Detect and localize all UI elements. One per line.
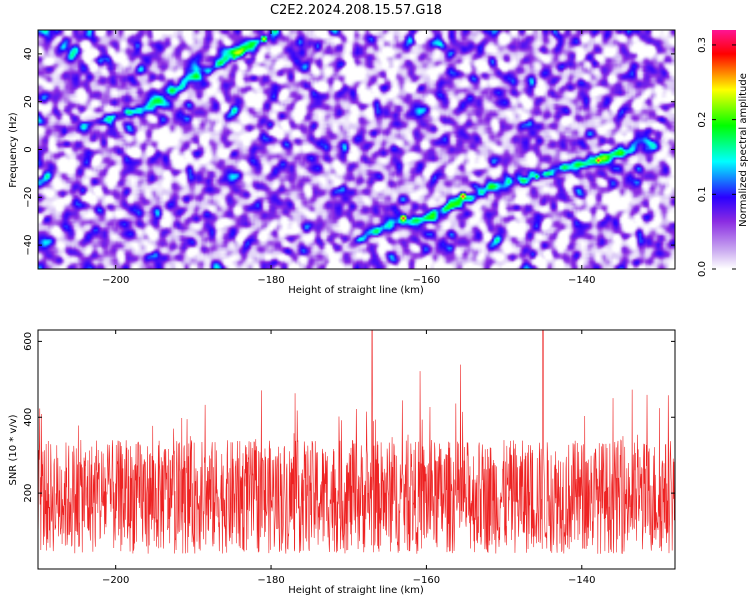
spectrogram-x-tick-label: −180 bbox=[257, 275, 284, 286]
snr-y-label: SNR (10 * v/v) bbox=[8, 414, 19, 485]
spectrogram-y-label: Frequency (Hz) bbox=[8, 112, 19, 188]
colorbar-label: Normalized spectral amplitude bbox=[738, 73, 749, 227]
snr-x-tick-label: −140 bbox=[568, 575, 595, 586]
colorbar-tick-label: 0.2 bbox=[697, 112, 708, 128]
spectrogram-y-tick-label: 20 bbox=[23, 95, 34, 108]
colorbar-tick-label: 0.0 bbox=[697, 261, 708, 277]
colorbar-gradient bbox=[712, 30, 736, 269]
snr-x-label: Height of straight line (km) bbox=[288, 585, 424, 596]
snr-x-tick-label: −160 bbox=[413, 575, 440, 586]
spectrogram-x-ticks: −200 −180 −160 −140 bbox=[102, 30, 596, 286]
snr-frame bbox=[37, 329, 676, 570]
snr-x-tick-label: −180 bbox=[257, 575, 284, 586]
snr-y-tick-label: 600 bbox=[23, 332, 34, 351]
spectrogram-y-tick-label: 0 bbox=[23, 146, 34, 152]
spectrogram-heatmap bbox=[38, 30, 675, 269]
colorbar-tick-label: 0.1 bbox=[697, 186, 708, 202]
spectrogram-y-tick-label: −40 bbox=[23, 235, 34, 256]
spectrogram-y-tick-label: 40 bbox=[23, 48, 34, 61]
snr-y-ticks: 200 400 600 bbox=[23, 332, 675, 503]
snr-y-tick-label: 200 bbox=[23, 484, 34, 503]
figure-title: C2E2.2024.208.15.57.G18 bbox=[270, 3, 442, 18]
spectrogram-y-tick-label: −20 bbox=[23, 187, 34, 208]
spectrogram-x-label: Height of straight line (km) bbox=[288, 285, 424, 296]
spectrogram-x-tick-label: −140 bbox=[568, 275, 595, 286]
colorbar-ticks: 0.0 0.1 0.2 0.3 bbox=[697, 37, 736, 277]
spectrogram-x-tick-label: −200 bbox=[102, 275, 129, 286]
snr-x-ticks: −200 −180 −160 −140 bbox=[102, 330, 596, 586]
snr-x-tick-label: −200 bbox=[102, 575, 129, 586]
snr-panel: −200 −180 −160 −140 200 400 600 Height of str… bbox=[8, 329, 676, 596]
snr-y-tick-label: 400 bbox=[23, 408, 34, 427]
colorbar: 0.0 0.1 0.2 0.3 Normalized spectral amplitu… bbox=[697, 30, 749, 277]
colorbar-tick-label: 0.3 bbox=[697, 37, 708, 53]
spectrogram-x-tick-label: −160 bbox=[413, 275, 440, 286]
snr-series-line bbox=[38, 330, 675, 555]
spectrogram-y-ticks: −40 −20 0 20 40 bbox=[23, 48, 675, 256]
